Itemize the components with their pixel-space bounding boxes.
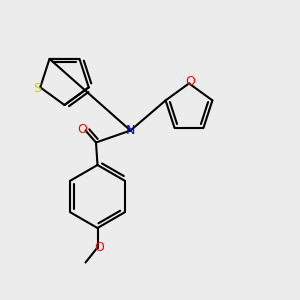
- Text: O: O: [186, 75, 195, 88]
- Text: N: N: [126, 124, 135, 137]
- Text: O: O: [94, 241, 104, 254]
- Text: O: O: [77, 122, 87, 136]
- Text: S: S: [33, 82, 41, 95]
